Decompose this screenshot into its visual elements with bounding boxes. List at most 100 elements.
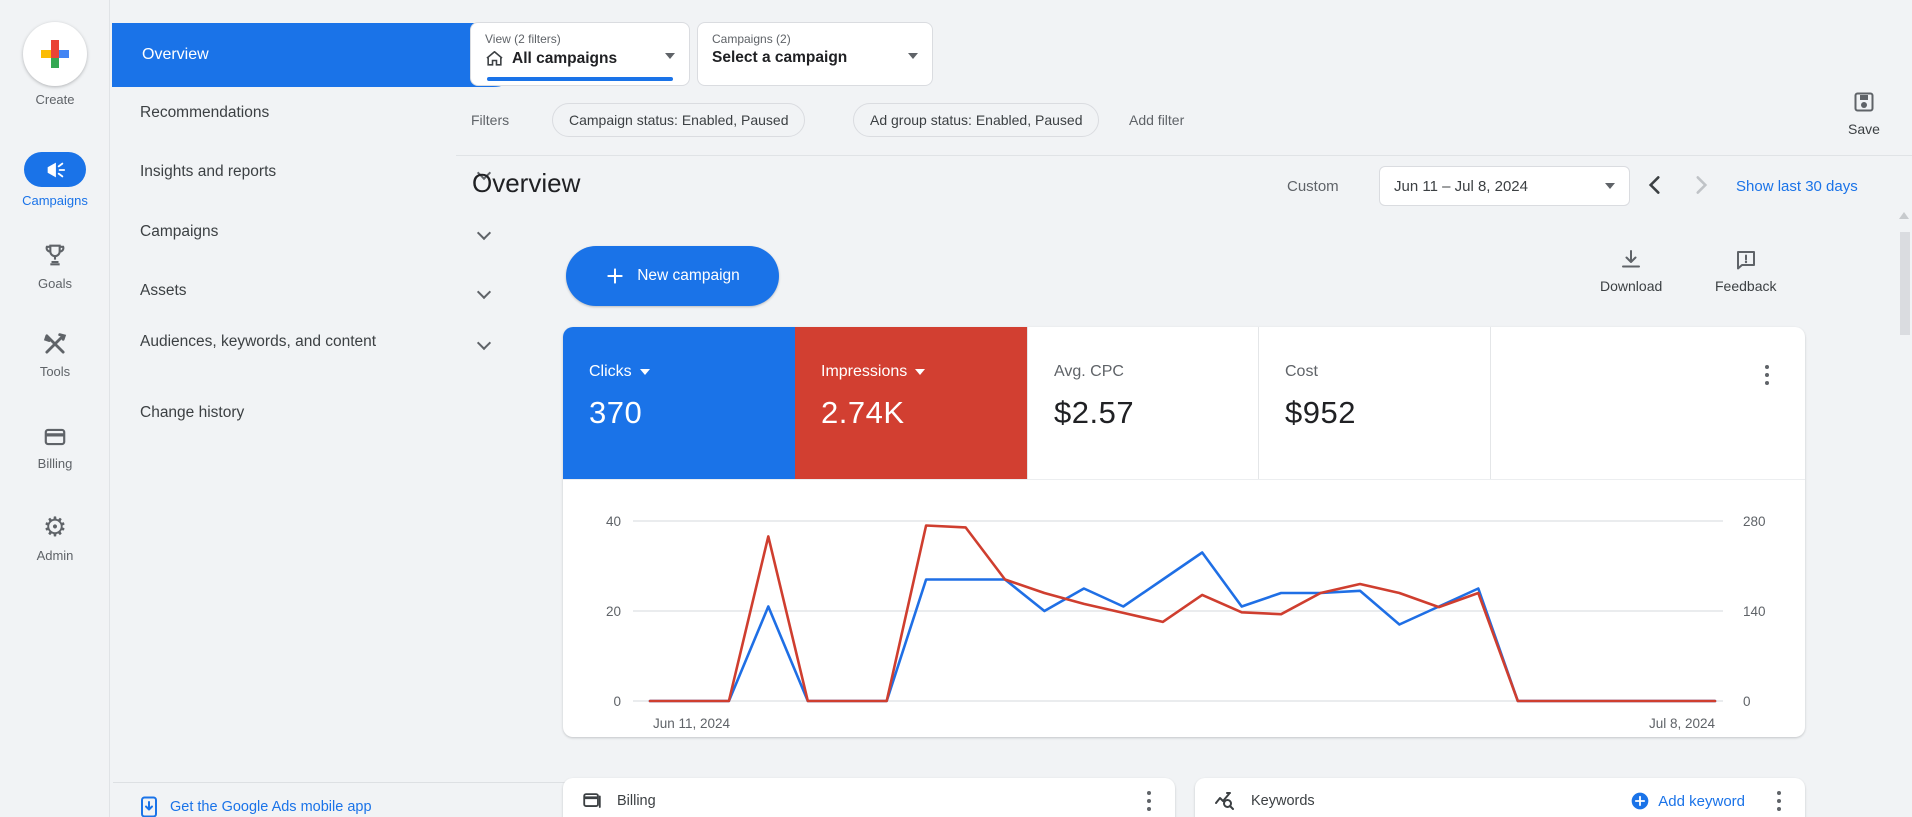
keywords-icon [1213,789,1237,813]
campaign-selector[interactable]: Campaigns (2) Select a campaign [697,22,933,86]
filter-chip-adgroup-status[interactable]: Ad group status: Enabled, Paused [853,103,1099,137]
sidebar-item-label: Campaigns [140,223,218,241]
svg-text:20: 20 [606,604,621,619]
header-divider [456,155,1912,156]
sidebar-item-recommendations[interactable]: Recommendations [140,104,520,122]
rail-item-billing[interactable]: Billing [0,424,110,471]
mobile-app-link[interactable]: Get the Google Ads mobile app [140,796,372,817]
scorecard-impressions[interactable]: Impressions 2.74K [795,327,1027,479]
plus-icon [605,266,625,286]
filter-chip-label: Campaign status: Enabled, Paused [569,112,788,128]
download-label: Download [1600,278,1662,294]
scorecard-row: Clicks 370 Impressions 2.74K Avg. CPC $2… [563,327,1805,480]
overview-chart-card: Clicks 370 Impressions 2.74K Avg. CPC $2… [563,327,1805,737]
download-button[interactable]: Download [1600,248,1662,294]
sidebar-item-audiences-keywords-content[interactable]: Audiences, keywords, and content [140,330,520,354]
next-period-chevron[interactable] [1688,172,1714,198]
scorecard-value: $2.57 [1054,395,1258,431]
chart-card-menu-button[interactable] [1759,359,1775,479]
scorecard-label: Impressions [821,363,907,381]
sidebar-item-label: Audiences, keywords, and content [140,330,430,354]
rail-item-campaigns[interactable]: Campaigns [0,152,110,208]
feedback-button[interactable]: Feedback [1715,248,1776,294]
scorecard-value: 2.74K [821,395,1027,431]
date-range-value: Jun 11 – Jul 8, 2024 [1394,178,1528,195]
save-button[interactable]: Save [1848,90,1880,137]
rail-item-goals[interactable]: Goals [0,240,110,291]
icon-rail: Create Campaigns Goals Tools Billin [0,0,110,817]
sidebar-item-label: Assets [140,282,187,300]
billing-card-icon [581,790,603,812]
scorecard-cost[interactable]: Cost $952 [1259,327,1491,479]
sidebar-item-label: Change history [140,404,244,422]
overview-chart: 002014040280Jun 11, 2024Jul 8, 2024 [563,480,1805,737]
sidebar-item-overview-label: Overview [142,46,209,64]
keywords-card: Keywords Add keyword [1195,778,1805,817]
rail-item-tools[interactable]: Tools [0,330,110,379]
campaign-selector-value: Select a campaign [712,49,847,67]
scorecard-avg-cpc[interactable]: Avg. CPC $2.57 [1027,327,1259,479]
add-keyword-button[interactable]: Add keyword [1630,791,1745,811]
filter-chip-campaign-status[interactable]: Campaign status: Enabled, Paused [552,103,805,137]
page-title: Overview [472,168,580,199]
dropdown-caret-icon [665,53,675,59]
megaphone-icon [44,159,66,181]
svg-text:140: 140 [1743,604,1766,619]
scorecard-label: Clicks [589,363,632,381]
svg-text:40: 40 [606,514,621,529]
scorecard-value: 370 [589,395,795,431]
sidebar-item-assets[interactable]: Assets [140,282,520,300]
scrollbar-up-arrow[interactable] [1899,212,1909,219]
billing-card: Billing [563,778,1175,817]
rail-item-admin[interactable]: ⚙ Admin [0,514,110,563]
billing-card-title: Billing [617,793,656,809]
sidebar-item-insights-reports[interactable]: Insights and reports [140,163,520,181]
scorecard-clicks[interactable]: Clicks 370 [563,327,795,479]
date-range-picker[interactable]: Jun 11 – Jul 8, 2024 [1379,166,1630,206]
new-campaign-label: New campaign [637,267,740,285]
svg-text:0: 0 [1743,694,1751,709]
keywords-card-title: Keywords [1251,793,1315,809]
dropdown-caret-icon [1605,183,1615,189]
sidebar-item-campaigns[interactable]: Campaigns [140,223,520,241]
keywords-card-menu-button[interactable] [1771,785,1787,817]
svg-text:280: 280 [1743,514,1766,529]
view-selector-value: All campaigns [512,50,617,68]
metric-caret-icon [640,369,650,375]
chevron-down-icon [478,226,490,238]
plus-circle-icon [1630,791,1650,811]
save-label: Save [1848,121,1880,137]
scorecard-label: Avg. CPC [1054,363,1124,381]
scorecard-value: $952 [1285,395,1490,431]
rail-label-goals: Goals [38,276,72,291]
sidebar-item-overview[interactable]: Overview [112,23,525,87]
campaign-selector-label: Campaigns (2) [712,32,918,46]
dropdown-caret-icon [908,53,918,59]
view-selector-label: View (2 filters) [485,32,675,46]
rail-item-create[interactable]: Create [0,22,110,107]
create-button[interactable] [23,22,87,86]
add-keyword-label: Add keyword [1658,793,1745,810]
scrollbar-thumb[interactable] [1900,232,1910,335]
mobile-app-link-label: Get the Google Ads mobile app [170,799,372,815]
date-mode-label: Custom [1287,178,1339,195]
add-filter-button[interactable]: Add filter [1129,112,1184,128]
show-last-30-days-link[interactable]: Show last 30 days [1736,178,1858,195]
tools-icon [41,330,69,358]
previous-period-chevron[interactable] [1642,172,1668,198]
svg-text:Jun 11, 2024: Jun 11, 2024 [653,716,731,731]
feedback-icon [1734,248,1758,272]
chevron-down-icon [478,336,490,348]
gear-icon: ⚙ [43,514,67,542]
view-selector[interactable]: View (2 filters) All campaigns [470,22,690,86]
sidebar-bottom-divider [113,782,565,783]
create-plus-icon [37,36,73,72]
view-selector-active-indicator [487,77,673,81]
filter-chip-label: Ad group status: Enabled, Paused [870,112,1082,128]
sidebar-item-change-history[interactable]: Change history [140,404,520,422]
billing-card-menu-button[interactable] [1141,785,1157,817]
billing-card-icon [41,424,69,450]
new-campaign-button[interactable]: New campaign [566,246,779,306]
home-icon [485,49,504,68]
campaigns-pill[interactable] [24,152,86,187]
